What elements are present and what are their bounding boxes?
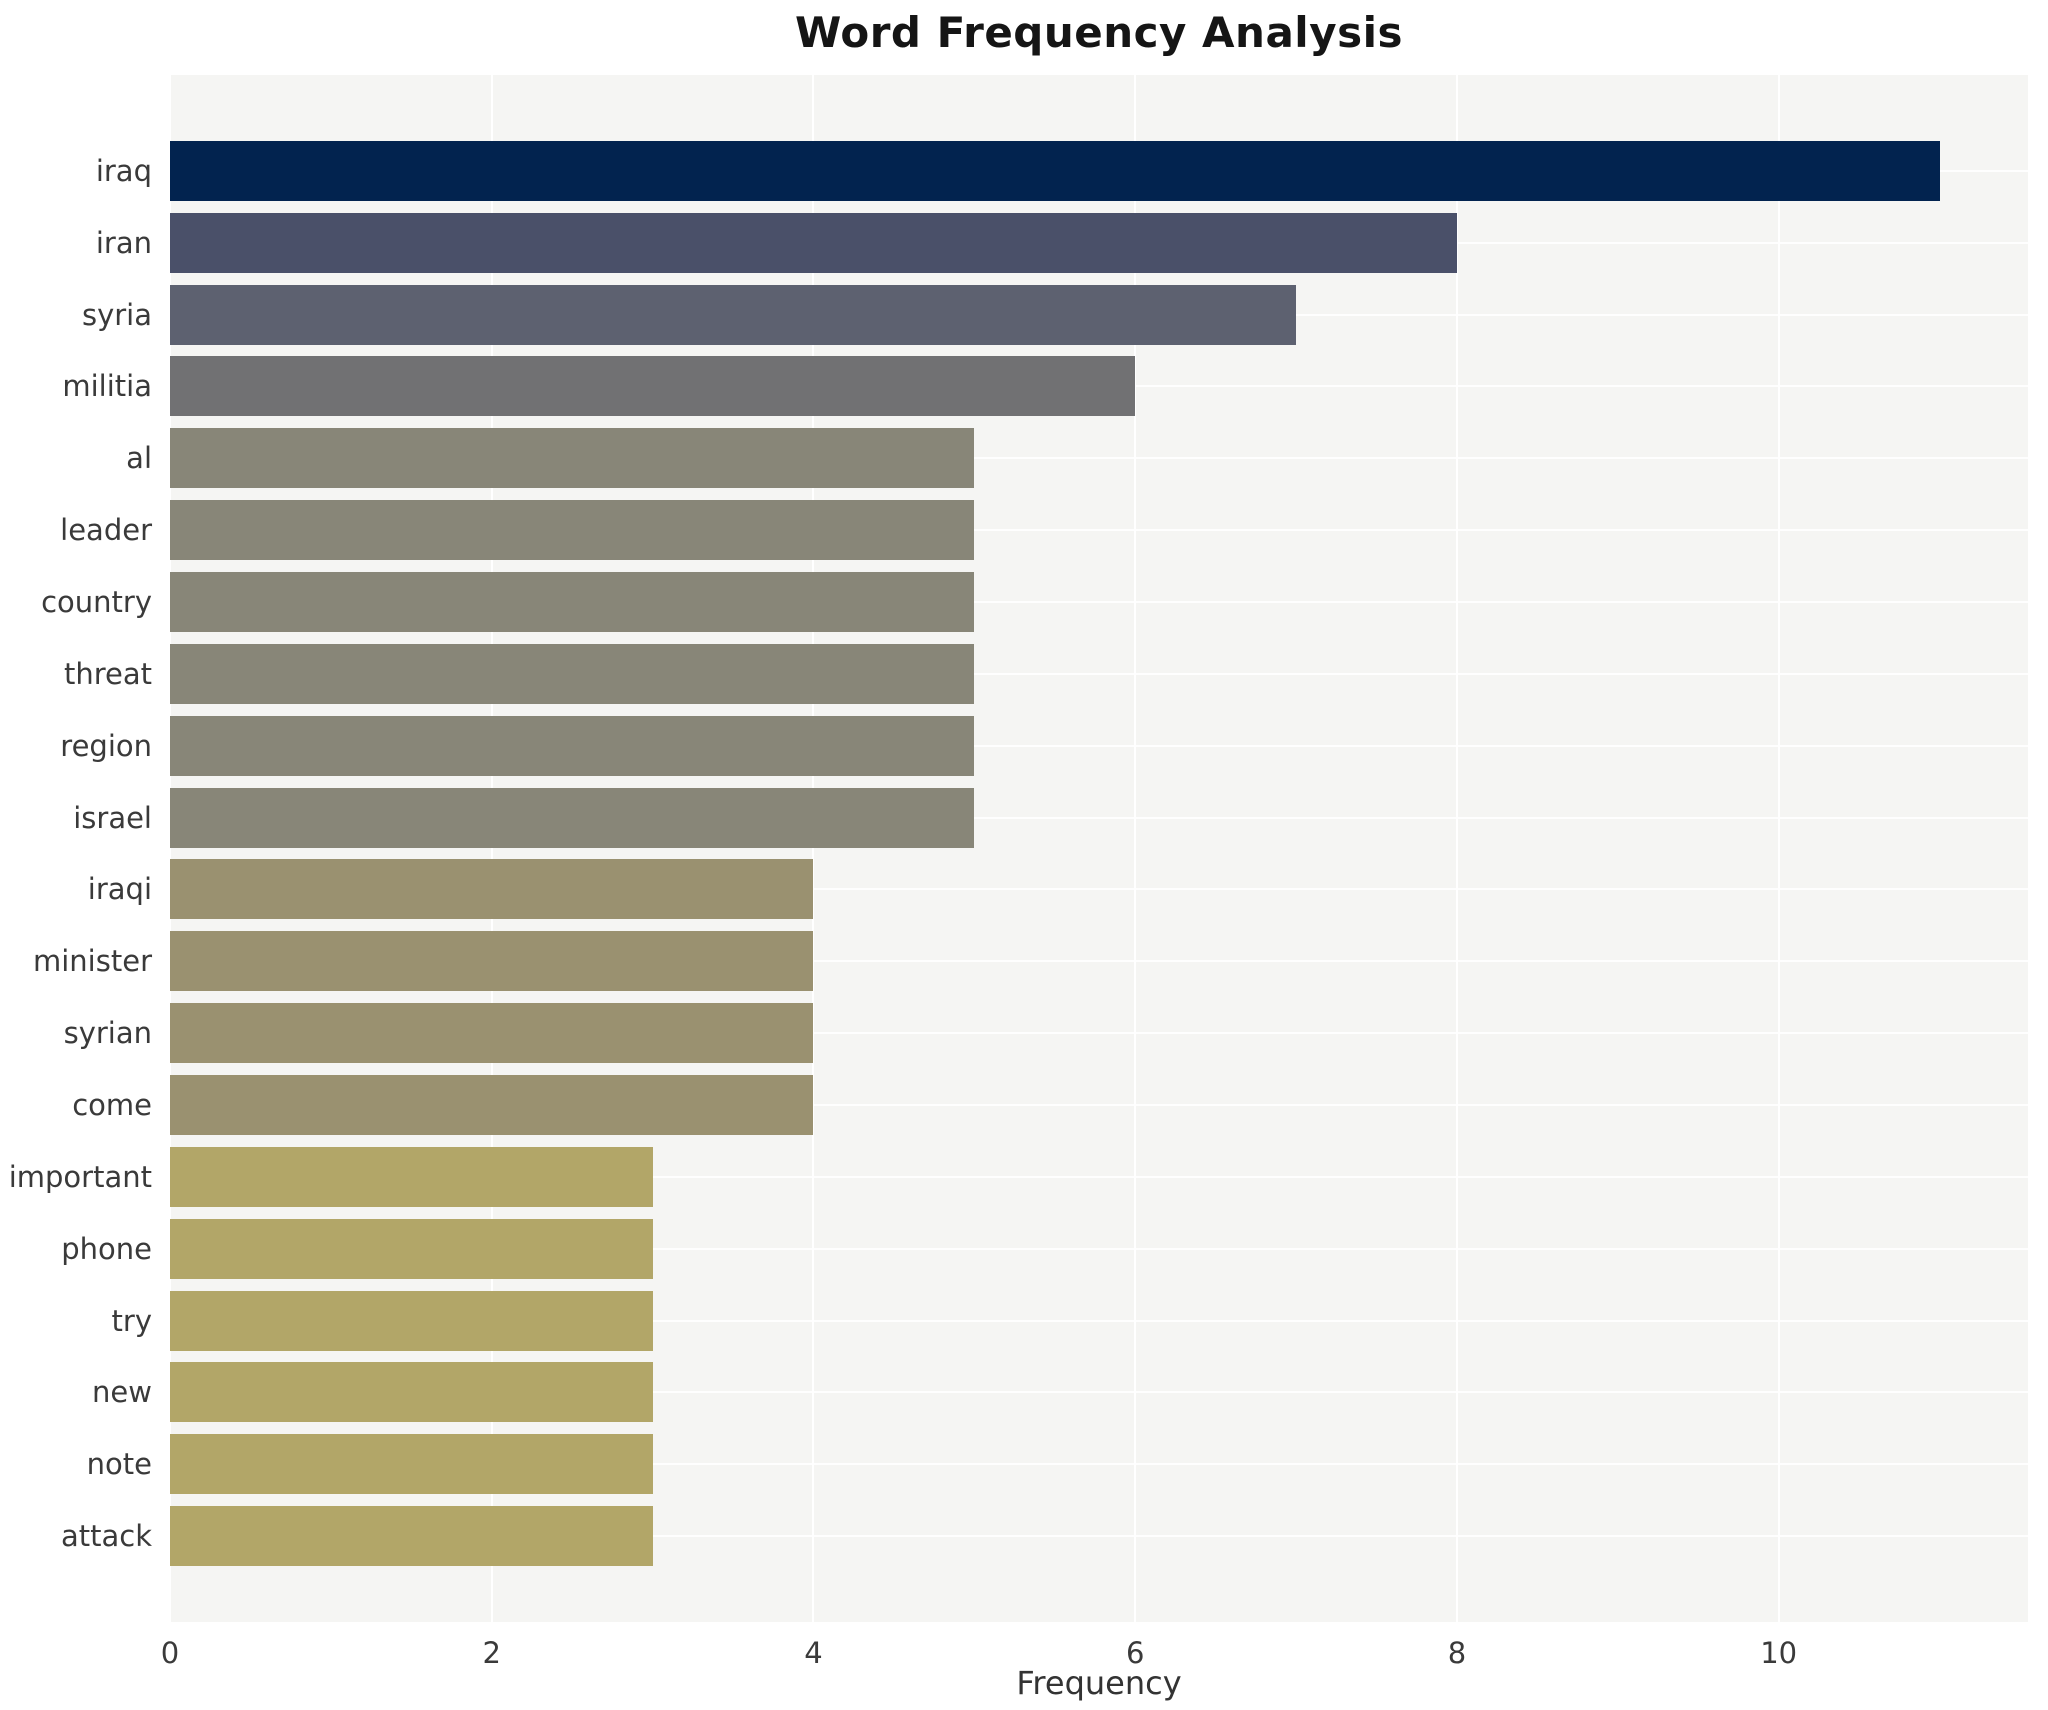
horizontal-gridline — [170, 816, 2028, 819]
bar — [170, 500, 975, 561]
bar-row: phone — [61, 1213, 2028, 1285]
bar-row: come — [72, 1069, 2028, 1141]
bar-row: syria — [82, 279, 2028, 351]
horizontal-gridline — [170, 1175, 2028, 1178]
bar-row: iraq — [96, 135, 2028, 207]
category-label: militia — [62, 369, 152, 404]
category-label: iraqi — [87, 872, 152, 907]
x-tick-label: 10 — [1760, 1636, 1798, 1670]
bar — [170, 356, 1136, 417]
bar-row: try — [112, 1285, 2028, 1357]
bar — [170, 428, 975, 489]
horizontal-gridline — [170, 1463, 2028, 1466]
category-label: iraq — [95, 153, 152, 188]
horizontal-gridline — [170, 1535, 2028, 1538]
horizontal-gridline — [170, 529, 2028, 532]
horizontal-gridline — [170, 601, 2028, 604]
bar — [170, 140, 1940, 201]
bar-row: militia — [62, 351, 2028, 423]
bar-row: region — [60, 710, 2028, 782]
x-tick-label: 0 — [160, 1636, 180, 1670]
bar-rows: iraq iran syria militia al leader countr… — [9, 75, 2028, 1622]
bar — [170, 787, 975, 848]
category-label: syria — [81, 297, 152, 332]
bar — [170, 1218, 653, 1279]
bar — [170, 643, 975, 704]
bar — [170, 931, 814, 992]
bar — [170, 715, 975, 776]
category-label: leader — [60, 513, 152, 548]
bar-row: attack — [61, 1500, 2028, 1572]
category-label: attack — [60, 1519, 152, 1554]
horizontal-gridline — [170, 1319, 2028, 1322]
horizontal-gridline — [170, 1247, 2028, 1250]
vertical-gridline — [1455, 75, 1458, 1622]
bar — [170, 1362, 653, 1423]
x-tick-label: 2 — [482, 1636, 501, 1670]
bar-row: threat — [64, 638, 2028, 710]
bar — [170, 859, 814, 920]
bar — [170, 1290, 653, 1351]
bar-row: country — [41, 566, 2028, 638]
bar-row: important — [9, 1141, 2028, 1213]
bar-row: iran — [96, 207, 2028, 279]
category-label: new — [92, 1375, 152, 1410]
bar-row: iraqi — [88, 854, 2028, 926]
category-label: try — [111, 1303, 152, 1338]
horizontal-gridline — [170, 457, 2028, 460]
bar — [170, 1074, 814, 1135]
category-label: threat — [63, 656, 152, 691]
bar-row: new — [92, 1356, 2028, 1428]
category-label: israel — [73, 800, 152, 835]
bar-row: minister — [33, 925, 2028, 997]
vertical-gridline — [1777, 75, 1780, 1622]
x-tick-label: 4 — [804, 1636, 823, 1670]
category-label: region — [60, 728, 152, 763]
category-label: phone — [61, 1231, 152, 1266]
vertical-gridline — [490, 75, 493, 1622]
bar — [170, 284, 1297, 345]
bar — [170, 572, 975, 633]
horizontal-gridline — [170, 960, 2028, 963]
bar-row: israel — [73, 782, 2028, 854]
x-axis-label: Frequency — [1016, 1664, 1182, 1702]
chart-title: Word Frequency Analysis — [795, 8, 1403, 57]
category-label: syrian — [63, 1016, 152, 1051]
bar — [170, 1146, 653, 1207]
vertical-gridline — [1134, 75, 1137, 1622]
bar-row: al — [126, 422, 2028, 494]
horizontal-gridline — [170, 744, 2028, 747]
category-label: iran — [95, 225, 152, 260]
vertical-gridline — [812, 75, 815, 1622]
bar-row: syrian — [64, 997, 2028, 1069]
x-axis: 0 2 4 6 8 10 — [161, 1622, 2028, 1682]
bar-row: leader — [60, 494, 2028, 566]
horizontal-gridline — [170, 1032, 2028, 1035]
category-label: country — [41, 585, 152, 620]
category-label: important — [8, 1159, 152, 1194]
category-label: minister — [33, 944, 152, 979]
category-label: al — [126, 441, 152, 476]
category-label: note — [86, 1447, 152, 1482]
horizontal-gridline — [170, 1391, 2028, 1394]
vertical-gridline — [169, 75, 171, 1622]
bar-row: note — [87, 1428, 2028, 1500]
horizontal-gridline — [170, 888, 2028, 891]
horizontal-gridline — [170, 1103, 2028, 1106]
horizontal-gridline — [170, 672, 2028, 675]
bar — [170, 212, 1457, 273]
bar — [170, 1003, 814, 1064]
bar — [170, 1506, 653, 1567]
bar — [170, 1434, 653, 1495]
x-tick-label: 8 — [1447, 1636, 1467, 1670]
category-label: come — [72, 1087, 152, 1122]
x-tick-label: 6 — [1125, 1636, 1145, 1670]
